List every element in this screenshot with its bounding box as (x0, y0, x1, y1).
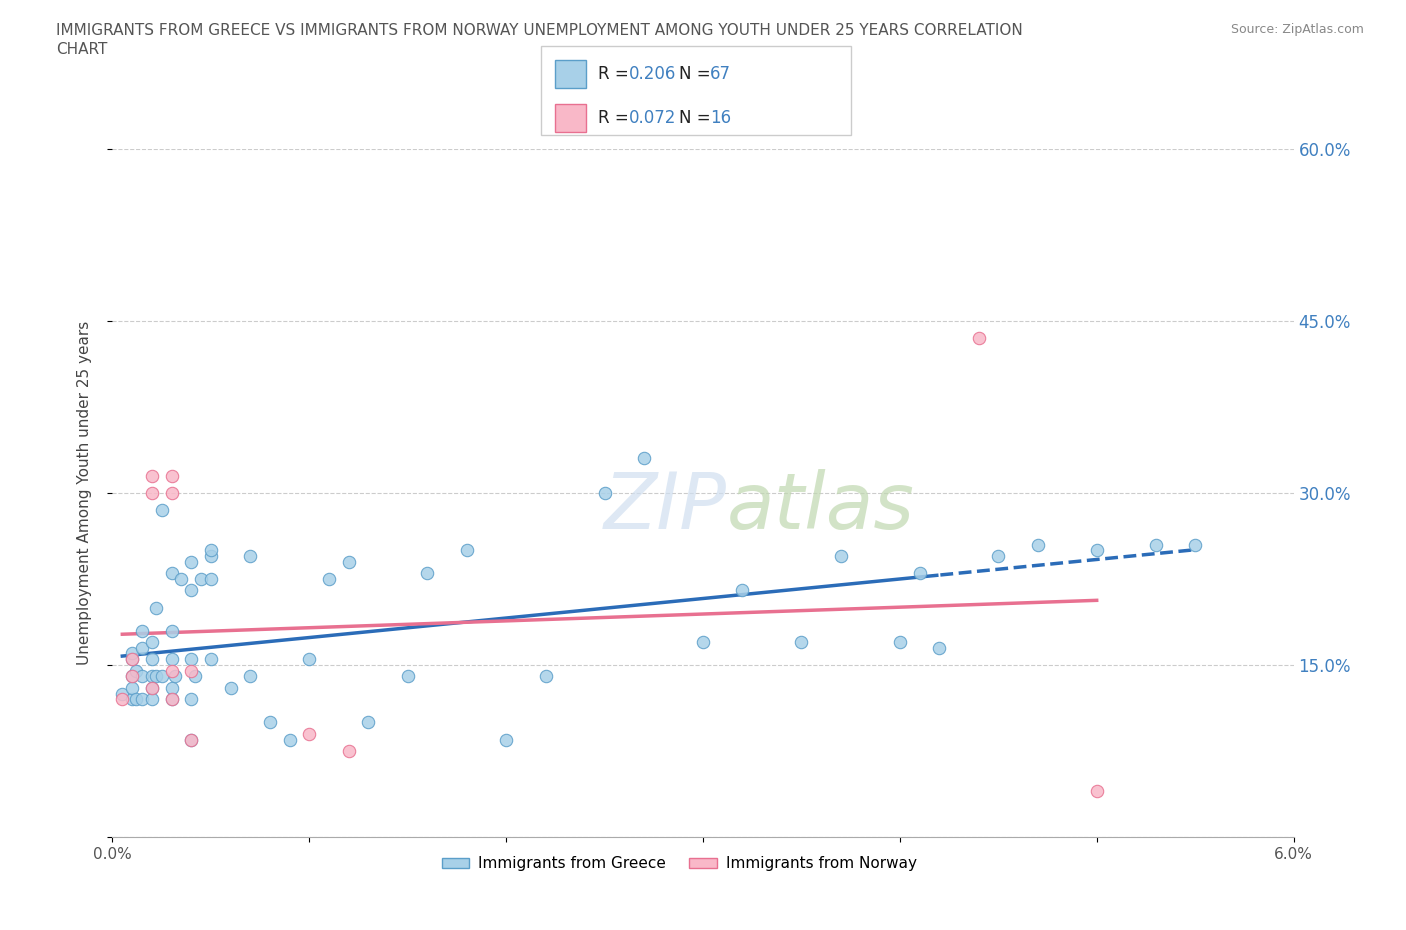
Point (145, 600, 167, 615)
Point (150, 502, 173, 517)
Point (141, 634, 163, 649)
Point (790, 634, 813, 649)
Point (278, 732, 301, 747)
Text: 67: 67 (710, 65, 731, 84)
Point (889, 634, 911, 649)
Point (219, 681, 242, 696)
Point (200, 571, 222, 587)
Point (357, 715, 380, 730)
Point (456, 543, 478, 558)
Point (121, 669, 143, 684)
Point (987, 549, 1010, 564)
Point (160, 469, 183, 484)
Point (141, 652, 163, 667)
Text: CHART: CHART (56, 42, 108, 57)
Point (633, 451, 655, 466)
Point (967, 331, 990, 346)
Point (200, 549, 222, 564)
Point (416, 565, 439, 580)
Text: Source: ZipAtlas.com: Source: ZipAtlas.com (1230, 23, 1364, 36)
Text: R =: R = (598, 65, 634, 84)
Point (160, 692, 183, 707)
Point (534, 669, 557, 684)
Point (180, 732, 202, 747)
Point (121, 692, 143, 707)
Point (150, 669, 173, 684)
Point (259, 715, 281, 730)
Point (111, 686, 134, 701)
Point (160, 623, 183, 638)
Point (180, 554, 202, 569)
Point (337, 554, 360, 569)
Point (239, 549, 262, 564)
Point (180, 583, 202, 598)
Text: N =: N = (679, 65, 716, 84)
Text: 0.072: 0.072 (628, 109, 676, 127)
Point (160, 485, 183, 500)
Point (928, 640, 950, 655)
Point (131, 623, 153, 638)
Point (125, 692, 148, 707)
Point (141, 485, 163, 500)
Point (184, 669, 207, 684)
Text: ZIP: ZIP (603, 469, 727, 545)
Point (495, 732, 517, 747)
Point (121, 652, 143, 667)
Point (141, 469, 163, 484)
Point (1184, 538, 1206, 552)
Point (180, 652, 202, 667)
Point (830, 549, 852, 564)
Point (165, 669, 187, 684)
Point (180, 663, 202, 678)
Point (141, 669, 163, 684)
Point (298, 652, 321, 667)
Point (200, 652, 222, 667)
Point (1085, 784, 1108, 799)
Point (1026, 538, 1049, 552)
Point (160, 681, 183, 696)
Point (141, 692, 163, 707)
Point (239, 669, 262, 684)
Point (337, 744, 360, 759)
Point (125, 663, 148, 678)
Text: IMMIGRANTS FROM GREECE VS IMMIGRANTS FROM NORWAY UNEMPLOYMENT AMONG YOUTH UNDER : IMMIGRANTS FROM GREECE VS IMMIGRANTS FRO… (56, 23, 1024, 38)
Point (180, 732, 202, 747)
Point (396, 669, 419, 684)
Point (111, 692, 134, 707)
Point (160, 692, 183, 707)
Point (141, 681, 163, 696)
Point (131, 669, 153, 684)
Legend: Immigrants from Greece, Immigrants from Norway: Immigrants from Greece, Immigrants from … (436, 850, 924, 878)
Point (131, 640, 153, 655)
Point (692, 634, 714, 649)
Point (121, 681, 143, 696)
Point (908, 565, 931, 580)
Point (318, 571, 340, 587)
Text: R =: R = (598, 109, 634, 127)
Point (131, 692, 153, 707)
Text: 0.206: 0.206 (628, 65, 676, 84)
Point (731, 583, 754, 598)
Point (141, 681, 163, 696)
Point (170, 571, 193, 587)
Point (1085, 543, 1108, 558)
Point (200, 543, 222, 558)
Point (1144, 538, 1167, 552)
Point (121, 669, 143, 684)
Point (160, 652, 183, 667)
Point (121, 646, 143, 661)
Point (145, 669, 167, 684)
Point (190, 571, 212, 587)
Point (121, 652, 143, 667)
Point (160, 663, 183, 678)
Text: N =: N = (679, 109, 716, 127)
Point (593, 485, 616, 500)
Point (298, 726, 321, 741)
Text: 16: 16 (710, 109, 731, 127)
Text: atlas: atlas (727, 469, 914, 545)
Point (160, 565, 183, 580)
Y-axis label: Unemployment Among Youth under 25 years: Unemployment Among Youth under 25 years (77, 321, 91, 665)
Point (180, 692, 202, 707)
